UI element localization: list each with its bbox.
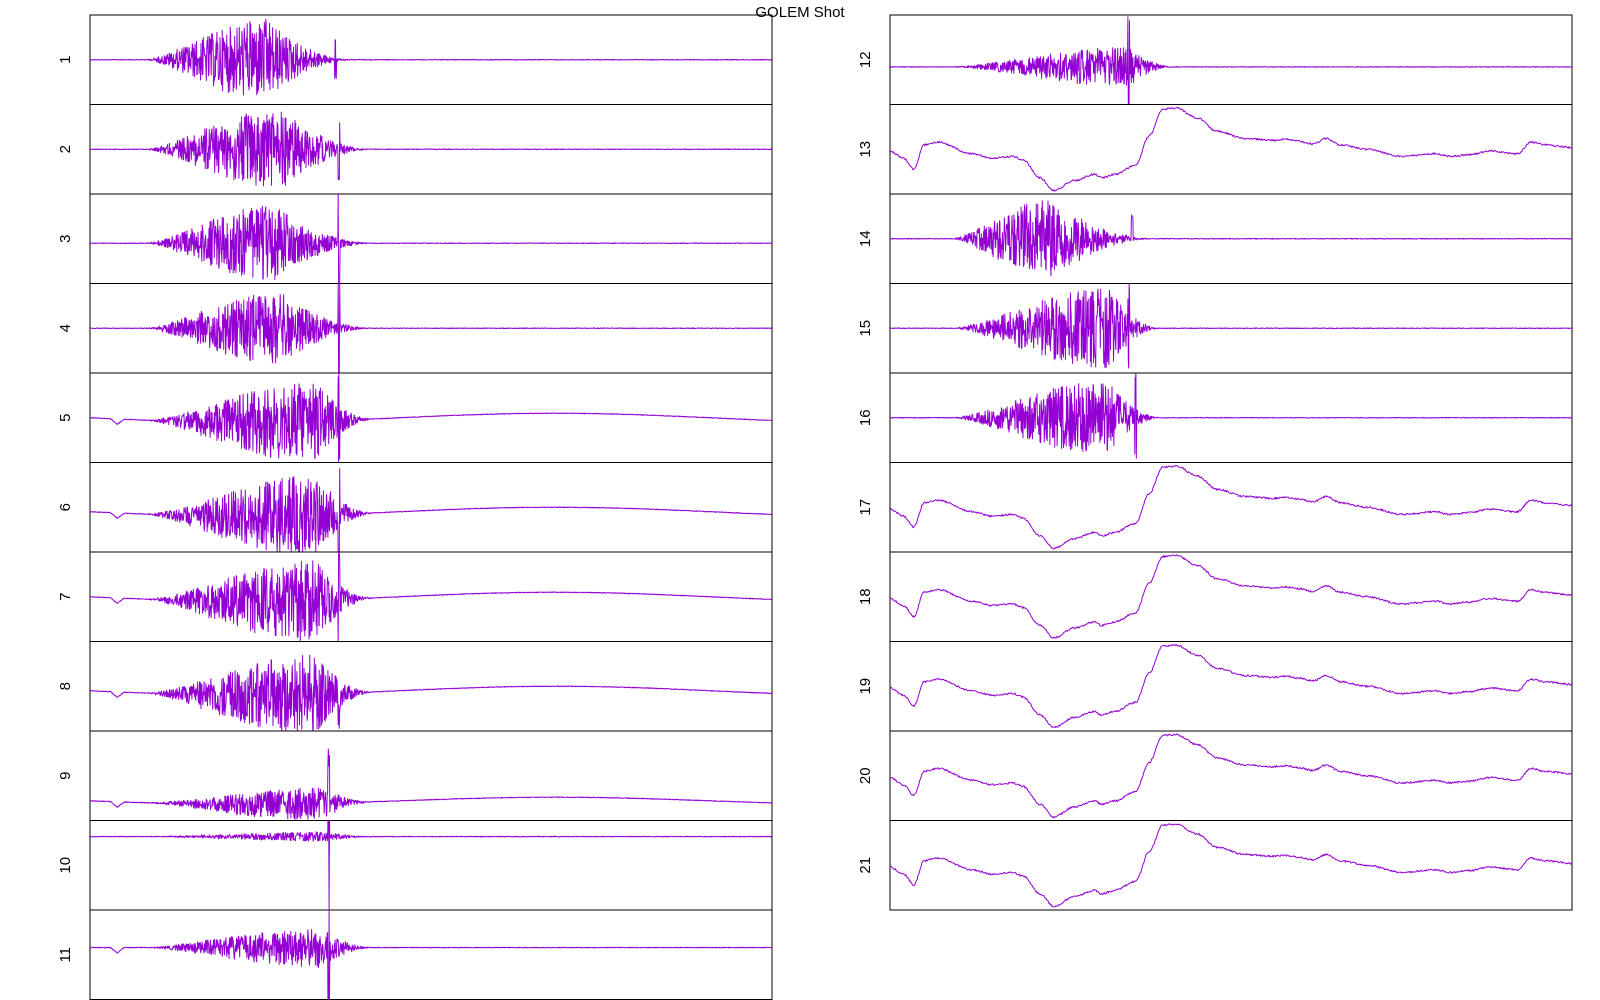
trace-line bbox=[89, 283, 773, 374]
panel-frame bbox=[889, 641, 1573, 732]
panel-label: 10 bbox=[57, 857, 74, 874]
panel-14: 14 bbox=[857, 193, 1573, 284]
trace-line bbox=[89, 18, 773, 96]
panel-label: 7 bbox=[57, 593, 74, 601]
panel-16: 16 bbox=[857, 372, 1573, 463]
panel-9: 9 bbox=[57, 730, 773, 821]
panel-frame bbox=[889, 730, 1573, 821]
panel-label: 9 bbox=[57, 772, 74, 780]
panel-frame bbox=[889, 104, 1573, 195]
trace-line bbox=[89, 820, 773, 911]
panel-label: 3 bbox=[57, 235, 74, 243]
trace-line bbox=[889, 16, 1573, 105]
panel-frame bbox=[89, 641, 773, 732]
panel-label: 20 bbox=[857, 767, 874, 784]
panel-4: 4 bbox=[57, 283, 773, 374]
panel-label: 21 bbox=[857, 857, 874, 874]
panel-frame bbox=[89, 909, 773, 1000]
panel-label: 5 bbox=[57, 414, 74, 422]
trace-line bbox=[889, 644, 1573, 729]
trace-line bbox=[889, 554, 1573, 639]
panel-11: 11 bbox=[57, 909, 773, 1000]
trace-line bbox=[889, 733, 1573, 819]
panel-12: 12 bbox=[857, 14, 1573, 105]
panel-label: 1 bbox=[57, 56, 74, 64]
panel-frame bbox=[889, 820, 1573, 911]
panel-label: 16 bbox=[857, 409, 874, 426]
panel-frame bbox=[889, 14, 1573, 105]
panel-1: 1 bbox=[57, 14, 773, 105]
panel-label: 11 bbox=[57, 947, 74, 963]
panel-frame bbox=[889, 551, 1573, 642]
panel-frame bbox=[89, 462, 773, 553]
trace-line bbox=[890, 465, 1573, 550]
panel-label: 14 bbox=[857, 230, 874, 247]
trace-line bbox=[89, 111, 773, 187]
panel-7: 7 bbox=[57, 551, 773, 642]
trace-line bbox=[89, 372, 773, 463]
trace-line bbox=[889, 106, 1573, 192]
panel-6: 6 bbox=[57, 462, 773, 553]
panel-2: 2 bbox=[57, 104, 773, 195]
trace-line bbox=[889, 373, 1573, 459]
panel-label: 6 bbox=[57, 503, 74, 511]
panel-3: 3 bbox=[57, 193, 773, 284]
panel-label: 17 bbox=[857, 499, 874, 516]
chart-title: GOLEM Shot bbox=[755, 4, 845, 21]
trace-line bbox=[89, 193, 773, 284]
trace-line bbox=[89, 551, 773, 642]
panel-18: 18 bbox=[857, 551, 1573, 642]
panel-label: 15 bbox=[857, 320, 874, 337]
panel-label: 19 bbox=[857, 678, 874, 695]
trace-line bbox=[89, 909, 773, 1000]
panel-label: 18 bbox=[857, 588, 874, 605]
panel-frame bbox=[89, 372, 773, 463]
panel-label: 8 bbox=[57, 682, 74, 690]
panel-20: 20 bbox=[857, 730, 1573, 821]
trace-line bbox=[89, 654, 773, 732]
panel-5: 5 bbox=[57, 372, 773, 463]
panel-10: 10 bbox=[57, 820, 773, 911]
panel-15: 15 bbox=[857, 283, 1573, 374]
panel-17: 17 bbox=[857, 462, 1573, 553]
panel-label: 4 bbox=[57, 324, 74, 332]
trace-line bbox=[889, 200, 1573, 277]
panel-21: 21 bbox=[857, 820, 1573, 911]
panel-frame bbox=[89, 820, 773, 911]
panel-frame bbox=[89, 730, 773, 821]
panel-label: 12 bbox=[857, 51, 874, 68]
panel-label: 13 bbox=[857, 141, 874, 158]
trace-line bbox=[89, 468, 773, 553]
trace-line bbox=[889, 823, 1573, 908]
panel-19: 19 bbox=[857, 641, 1573, 732]
trace-line bbox=[889, 283, 1573, 369]
panel-8: 8 bbox=[57, 641, 773, 732]
trace-line bbox=[89, 748, 773, 820]
panel-frame bbox=[889, 462, 1573, 553]
panel-13: 13 bbox=[857, 104, 1573, 195]
panel-label: 2 bbox=[57, 145, 74, 153]
